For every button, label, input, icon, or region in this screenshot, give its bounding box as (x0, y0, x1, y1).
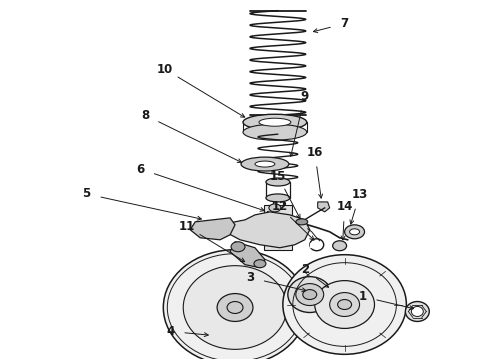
Ellipse shape (217, 293, 253, 321)
Ellipse shape (344, 225, 365, 239)
Ellipse shape (296, 219, 308, 225)
Ellipse shape (349, 229, 360, 235)
Ellipse shape (183, 266, 287, 349)
Polygon shape (230, 242, 265, 268)
Ellipse shape (266, 178, 290, 186)
Ellipse shape (243, 124, 307, 140)
Ellipse shape (296, 284, 324, 306)
Text: 1: 1 (359, 290, 367, 303)
Polygon shape (264, 205, 292, 250)
Ellipse shape (259, 118, 291, 126)
Text: 13: 13 (351, 188, 368, 202)
Text: 14: 14 (337, 201, 353, 213)
Ellipse shape (254, 260, 266, 268)
Ellipse shape (405, 302, 429, 321)
Ellipse shape (288, 276, 332, 312)
Ellipse shape (241, 157, 289, 171)
Text: 16: 16 (307, 145, 323, 159)
Ellipse shape (333, 241, 346, 251)
Ellipse shape (231, 242, 245, 252)
Ellipse shape (266, 194, 290, 202)
Ellipse shape (255, 161, 275, 167)
Text: 3: 3 (246, 271, 254, 284)
Text: 10: 10 (157, 63, 173, 76)
Text: 2: 2 (301, 263, 309, 276)
Text: 8: 8 (141, 109, 149, 122)
Polygon shape (215, 212, 310, 248)
Text: 11: 11 (179, 220, 196, 233)
Ellipse shape (303, 289, 317, 300)
Text: 6: 6 (136, 163, 145, 176)
Polygon shape (318, 202, 330, 212)
Text: 12: 12 (272, 201, 288, 213)
Ellipse shape (269, 204, 281, 212)
Ellipse shape (315, 280, 374, 328)
Text: 7: 7 (341, 17, 349, 30)
Text: 4: 4 (166, 325, 174, 338)
Polygon shape (190, 218, 235, 240)
Ellipse shape (227, 302, 243, 314)
Ellipse shape (243, 114, 307, 130)
Ellipse shape (338, 300, 352, 310)
Ellipse shape (412, 306, 423, 316)
Text: 15: 15 (270, 170, 286, 183)
Polygon shape (310, 243, 314, 247)
Ellipse shape (330, 293, 360, 316)
Ellipse shape (163, 250, 307, 360)
Text: 5: 5 (82, 188, 91, 201)
Text: 9: 9 (301, 90, 309, 103)
Ellipse shape (283, 255, 406, 354)
